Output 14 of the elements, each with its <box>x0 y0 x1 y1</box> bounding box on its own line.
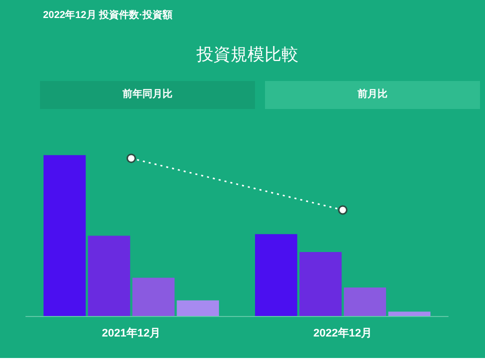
text: 前年同月比 <box>122 88 172 102</box>
bar <box>255 234 298 316</box>
x-tick-label: 2022年12月 <box>313 326 372 340</box>
x-tick-label: 2021年12月 <box>102 326 161 340</box>
chart-title: 投資規模比較 <box>196 44 298 66</box>
bar <box>88 236 130 316</box>
bar <box>132 278 175 316</box>
bar <box>388 312 430 316</box>
bar <box>344 287 386 316</box>
bar <box>176 300 219 316</box>
chart-subtitle: 2022年12月 投資件数·投資額 <box>43 8 172 23</box>
bar <box>299 252 342 316</box>
text: 前月比 <box>358 88 388 102</box>
bar <box>44 155 86 316</box>
